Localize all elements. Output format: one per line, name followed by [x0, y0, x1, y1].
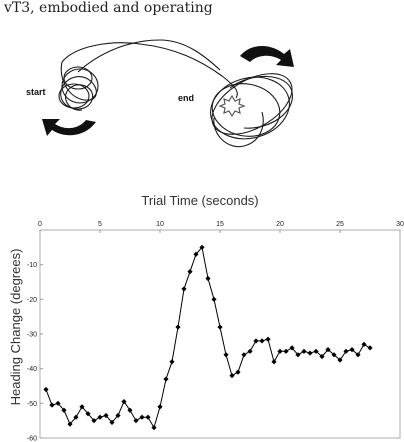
plot-area — [39, 229, 401, 439]
data-point-marker — [301, 348, 307, 354]
data-point-marker — [49, 402, 55, 408]
data-point-marker — [61, 407, 67, 413]
x-tick-label: 20 — [276, 221, 284, 228]
data-point-marker — [349, 347, 355, 353]
data-point-marker — [67, 421, 73, 427]
data-point-marker — [55, 400, 61, 406]
data-point-marker — [79, 404, 85, 410]
end-label: end — [178, 93, 194, 103]
data-point-marker — [43, 386, 49, 393]
y-tick-label: -20 — [27, 297, 37, 304]
data-point-marker — [247, 348, 253, 354]
data-point-marker — [223, 352, 229, 358]
x-tick-label: 10 — [156, 221, 164, 228]
data-point-marker — [259, 338, 265, 344]
data-point-marker — [103, 412, 109, 419]
start-label: start — [26, 87, 46, 97]
data-point-marker — [73, 414, 79, 420]
data-point-marker — [139, 414, 145, 420]
data-point-marker — [295, 352, 301, 358]
data-point-marker — [97, 414, 103, 420]
data-point-marker — [211, 296, 217, 302]
data-point-marker — [169, 359, 175, 365]
data-point-marker — [367, 345, 373, 351]
data-point-marker — [343, 348, 349, 354]
data-point-marker — [229, 373, 235, 379]
y-axis-ticks: -10 -20 -30 -40 -50 -60 — [27, 262, 43, 442]
start-loop-1 — [61, 68, 99, 104]
data-point-marker — [121, 399, 127, 405]
data-point-marker — [199, 244, 205, 250]
data-point-marker — [331, 352, 337, 358]
data-point-marker — [133, 418, 139, 424]
y-tick-label: -30 — [27, 332, 37, 339]
data-point-marker — [325, 347, 331, 353]
x-tick-label: 5 — [98, 221, 102, 228]
data-point-marker — [307, 350, 313, 356]
goal-starburst-icon — [218, 94, 246, 118]
end-loop-2 — [211, 83, 281, 137]
clockwise-arrow-icon — [240, 46, 294, 67]
data-point-marker — [277, 348, 283, 354]
data-point-marker — [151, 425, 157, 431]
data-point-marker — [271, 359, 277, 365]
data-point-marker — [181, 286, 187, 292]
data-point-marker — [337, 357, 343, 363]
y-tick-label: -40 — [27, 366, 37, 373]
x-tick-label: 15 — [216, 221, 224, 228]
x-tick-label: 30 — [396, 221, 404, 228]
data-point-marker — [127, 407, 133, 413]
data-point-marker — [145, 414, 151, 420]
data-point-marker — [91, 418, 97, 424]
data-point-marker — [217, 324, 223, 330]
data-point-marker — [85, 411, 91, 417]
y-axis-title: Heading Change (degrees) — [8, 249, 23, 406]
y-tick-label: -60 — [27, 436, 37, 442]
figure-title: vT3, embodied and operating — [4, 0, 213, 16]
data-point-marker — [241, 352, 247, 358]
data-point-marker — [235, 369, 241, 375]
data-point-marker — [163, 376, 169, 382]
series-line — [45, 246, 371, 429]
data-point-marker — [265, 336, 271, 342]
data-point-marker — [193, 251, 199, 257]
data-point-marker — [319, 353, 325, 360]
counterclockwise-arrow-icon — [42, 119, 96, 136]
x-axis-ticks: 0 5 10 15 20 25 30 — [38, 221, 404, 233]
x-tick-label: 25 — [336, 221, 344, 228]
x-tick-label: 0 — [38, 221, 42, 228]
series-markers — [43, 244, 373, 431]
data-point-marker — [175, 324, 181, 330]
start-loop-3 — [63, 66, 93, 90]
data-point-marker — [283, 348, 289, 354]
trajectory-diagram: start end — [26, 39, 294, 148]
start-loop-2 — [58, 83, 90, 109]
data-point-marker — [205, 275, 211, 282]
end-tail — [213, 111, 264, 148]
data-point-marker — [313, 348, 319, 354]
data-point-marker — [187, 269, 193, 275]
data-point-marker — [289, 345, 295, 351]
data-point-marker — [355, 352, 361, 358]
data-point-marker — [109, 419, 115, 425]
x-axis-title: Trial Time (seconds) — [141, 193, 258, 208]
trajectory-upper — [77, 39, 221, 73]
y-tick-label: -10 — [27, 262, 37, 269]
end-tail-2 — [229, 75, 293, 129]
y-tick-label: -50 — [27, 401, 37, 408]
data-point-marker — [253, 338, 259, 344]
data-point-marker — [115, 412, 121, 419]
data-point-marker — [361, 341, 367, 347]
data-point-marker — [157, 404, 163, 410]
